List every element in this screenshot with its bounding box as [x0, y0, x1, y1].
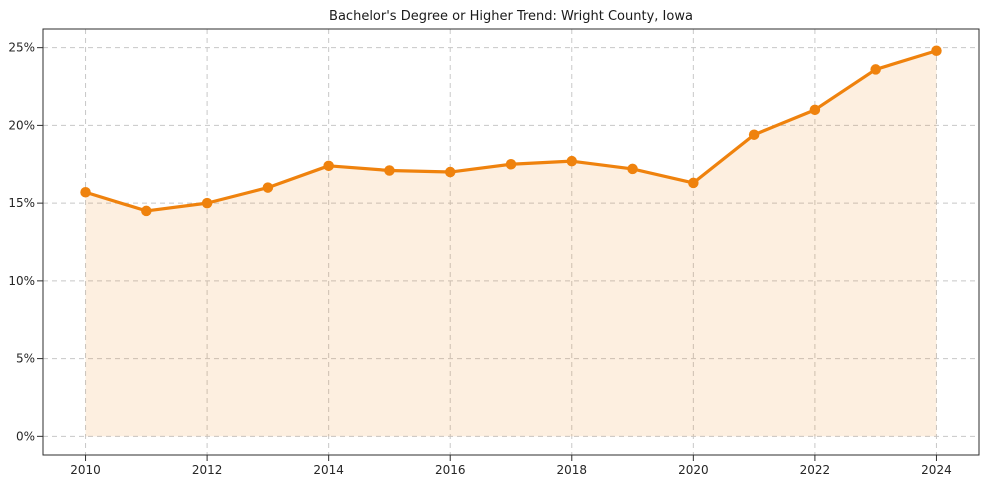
- y-tick-label-10%: 10%: [8, 274, 35, 288]
- x-tick-label-2016: 2016: [435, 463, 466, 477]
- data-point-2022: [809, 104, 821, 116]
- data-point-2013: [262, 182, 274, 193]
- area-fill: [85, 50, 937, 437]
- data-point-2024: [931, 45, 942, 57]
- y-tick-label-5%: 5%: [16, 352, 35, 366]
- data-point-2012: [201, 197, 213, 209]
- data-points: [80, 45, 942, 217]
- data-point-2023: [870, 64, 881, 75]
- data-point-2021: [748, 129, 760, 140]
- data-point-2018: [566, 155, 578, 167]
- plot-border: [42, 28, 980, 456]
- data-point-2011: [141, 205, 152, 217]
- x-tick-labels: 2010 2012 2014 2016 2018 2020 2022 2024: [70, 463, 951, 477]
- data-point-2019: [627, 163, 638, 175]
- gridlines: [43, 29, 979, 455]
- data-point-2014: [323, 160, 334, 172]
- y-tick-label-20%: 20%: [8, 118, 35, 132]
- x-tick-label-2010: 2010: [70, 463, 101, 477]
- x-tick-label-2024: 2024: [921, 463, 952, 477]
- chart-title: Bachelor's Degree or Higher Trend: Wrigh…: [329, 9, 693, 24]
- x-tick-label-2022: 2022: [800, 463, 831, 477]
- data-point-2016: [444, 166, 456, 178]
- y-tick-label-25%: 25%: [8, 41, 35, 55]
- data-point-2020: [688, 177, 699, 189]
- y-tick-labels: 0% 5% 10% 15% 20% 25%: [8, 41, 35, 444]
- x-tick-label-2020: 2020: [678, 463, 709, 477]
- x-tick-label-2012: 2012: [192, 463, 223, 477]
- data-point-2010: [80, 186, 91, 198]
- data-point-2017: [505, 159, 517, 170]
- x-tick-label-2018: 2018: [557, 463, 588, 477]
- y-tick-label-0%: 0%: [16, 429, 35, 443]
- y-tick-label-15%: 15%: [8, 196, 35, 210]
- data-point-2015: [384, 165, 395, 176]
- tick-marks: [37, 47, 937, 461]
- x-tick-label-2014: 2014: [313, 463, 344, 477]
